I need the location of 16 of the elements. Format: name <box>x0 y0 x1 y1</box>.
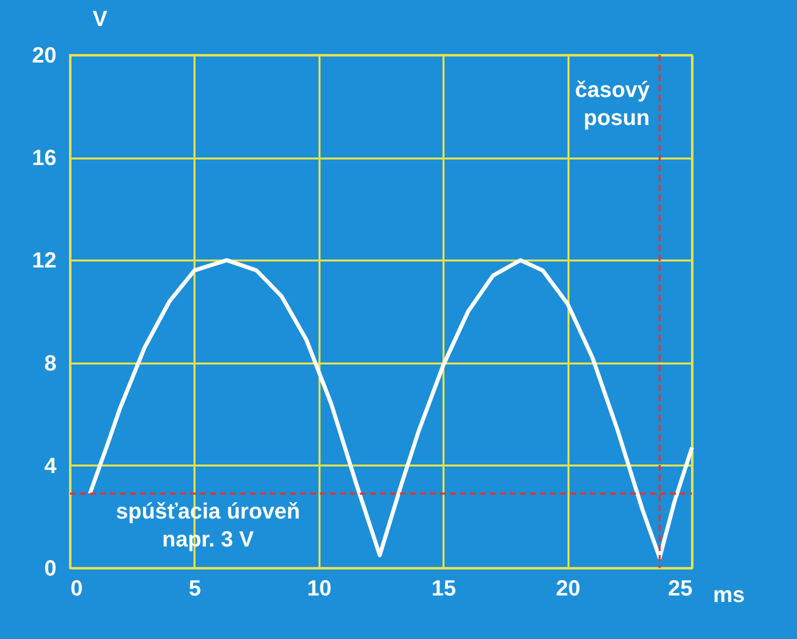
y-tick-label: 12 <box>32 248 56 273</box>
y-tick-label: 16 <box>32 145 56 170</box>
line-series <box>88 258 694 560</box>
x-tick-label: 0 <box>70 576 83 600</box>
y-axis-title: V <box>92 6 108 31</box>
x-tick-label: 5 <box>188 576 202 600</box>
y-tick-label: 0 <box>44 556 56 580</box>
x-tick-label: 10 <box>307 576 332 600</box>
x-tick-label: 15 <box>431 576 456 600</box>
y-tick-label: 20 <box>32 42 56 68</box>
x-tick-label: 20 <box>556 576 580 600</box>
y-tick-label: 4 <box>44 452 58 478</box>
y-tick-label: 8 <box>44 350 56 376</box>
x-tick-label: 25 <box>668 576 692 600</box>
ref-line-label: časový posun <box>575 77 650 130</box>
x-axis-title: ms <box>713 582 745 607</box>
